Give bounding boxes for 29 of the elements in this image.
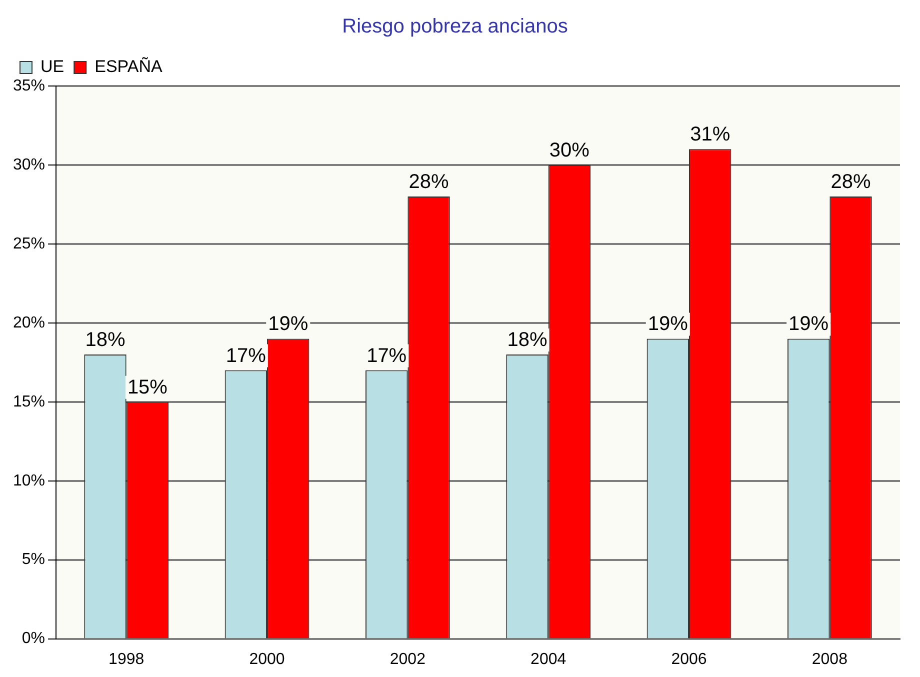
data-label: 17% (366, 344, 407, 367)
data-label: 15% (127, 376, 168, 398)
y-tick-label: 10% (12, 472, 46, 490)
data-label: 19% (788, 313, 829, 336)
chart-title: Riesgo pobreza ancianos (342, 16, 568, 38)
x-tick-label: 2004 (530, 650, 566, 668)
data-label: 28% (408, 171, 450, 194)
y-tick-label: 35% (12, 77, 46, 94)
y-tick-label: 25% (12, 235, 46, 252)
y-tick-label: 15% (12, 393, 46, 410)
y-tick-label: 5% (22, 551, 46, 568)
data-label: 31% (690, 124, 730, 146)
y-tick-label: 30% (12, 156, 46, 174)
x-tick-label: 2008 (812, 650, 848, 668)
y-tick-label: 20% (12, 314, 46, 332)
legend-label: ESPAÑA (94, 57, 163, 76)
data-label: 17% (226, 344, 266, 367)
data-label: 19% (648, 313, 688, 336)
data-label: 19% (268, 313, 308, 336)
x-tick-label: 1998 (108, 650, 144, 668)
data-label: 18% (507, 329, 548, 352)
legend-label: UE (40, 57, 64, 76)
x-tick-label: 2002 (390, 650, 426, 668)
data-label: 18% (85, 329, 126, 352)
y-tick-label: 0% (22, 630, 46, 648)
x-tick-label: 2006 (671, 650, 707, 668)
data-label: 28% (830, 171, 871, 194)
x-tick-label: 2000 (249, 650, 285, 668)
data-label: 30% (549, 139, 590, 162)
